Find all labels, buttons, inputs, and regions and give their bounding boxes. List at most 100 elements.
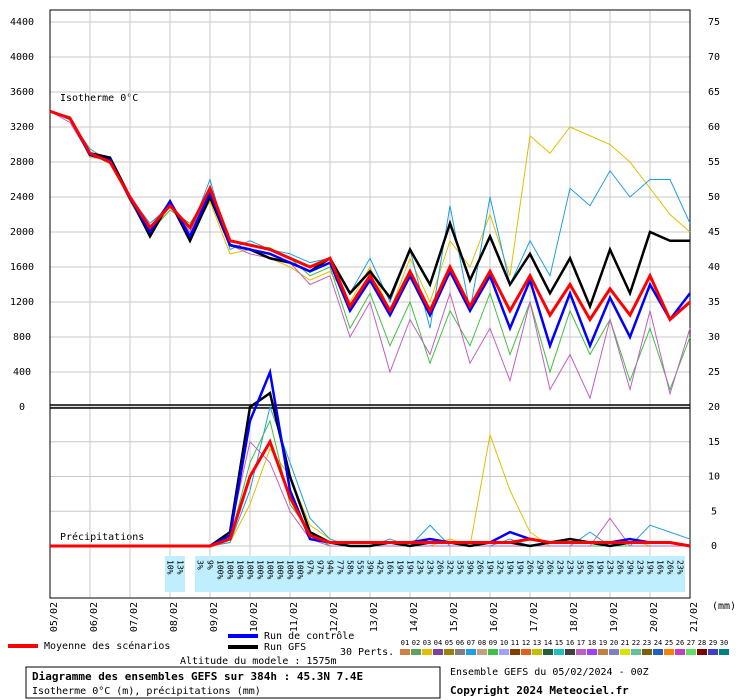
probability-label: 100%: [256, 560, 265, 579]
pert-legend-swatch: [708, 649, 718, 655]
pert-legend-swatch: [521, 649, 531, 655]
y2-tick-label: 50: [708, 192, 720, 203]
probability-label: 16%: [386, 560, 395, 575]
pert-legend-label: 13: [533, 639, 541, 647]
pert-legend-label: 14: [544, 639, 552, 647]
probability-cell: [225, 556, 235, 592]
precip-tick-label: 0: [711, 541, 717, 552]
probability-cell: [445, 556, 455, 592]
pert-legend-swatch: [620, 649, 630, 655]
probability-label: 19%: [516, 560, 525, 575]
probability-label: 32%: [496, 560, 505, 575]
pert-legend-label: 02: [412, 639, 420, 647]
pert-legend-label: 01: [401, 639, 409, 647]
pert-legend-swatch: [609, 649, 619, 655]
pert-legend-label: 06: [456, 639, 464, 647]
pert-legend-label: 05: [445, 639, 453, 647]
probability-cell: [475, 556, 485, 592]
y2-tick-label: 45: [708, 227, 720, 238]
pert-legend-swatch: [719, 649, 729, 655]
y2-tick-label: 60: [708, 122, 720, 133]
footer-subtitle: Isotherme 0°C (m), précipitations (mm): [32, 685, 261, 697]
y2-tick-label: 35: [708, 297, 720, 308]
pert-legend-swatch: [565, 649, 575, 655]
probability-label: 42%: [376, 560, 385, 575]
pert-legend-swatch: [554, 649, 564, 655]
probability-cell: [315, 556, 325, 592]
probability-cell: [335, 556, 345, 592]
y-tick-label: 4400: [10, 17, 34, 28]
x-tick-label: 16/02: [489, 602, 500, 632]
pert-legend-label: 09: [489, 639, 497, 647]
probability-label: 100%: [246, 560, 255, 579]
probability-label: 29%: [536, 560, 545, 575]
probability-cell: [555, 556, 565, 592]
series-line: [49, 110, 691, 329]
perts-title: 30 Perts.: [340, 647, 394, 658]
y2-tick-label: 30: [708, 332, 720, 343]
y2-tick-label: 25: [708, 367, 720, 378]
pert-legend-swatch: [543, 649, 553, 655]
probability-label: 19%: [506, 560, 515, 575]
x-tick-label: 08/02: [169, 602, 180, 632]
probability-label: 55%: [356, 560, 365, 575]
y2-tick-label: 55: [708, 157, 720, 168]
probability-label: 23%: [426, 560, 435, 575]
pert-legend-label: 04: [434, 639, 442, 647]
probability-cell: [405, 556, 415, 592]
probability-label: 26%: [666, 560, 675, 575]
y2-tick-label: 40: [708, 262, 720, 273]
pert-legend-swatch: [686, 649, 696, 655]
legend-label: Run de contrôle: [264, 630, 354, 642]
pert-legend-label: 23: [643, 639, 651, 647]
probability-cell: [665, 556, 675, 592]
x-tick-label: 15/02: [449, 602, 460, 632]
probability-cell: [325, 556, 335, 592]
y2-tick-label: 70: [708, 52, 720, 63]
footer-box: [25, 666, 441, 699]
y-tick-label: 2800: [10, 157, 34, 168]
probability-label: 23%: [566, 560, 575, 575]
x-tick-label: 13/02: [369, 602, 380, 632]
probability-label: 97%: [306, 560, 315, 575]
probability-label: 23%: [636, 560, 645, 575]
probability-cell: [275, 556, 285, 592]
pert-legend-swatch: [499, 649, 509, 655]
altitude: Altitude du modele : 1575m: [180, 656, 337, 667]
precip-unit: (mm): [712, 601, 736, 612]
x-tick-label: 14/02: [409, 602, 420, 632]
y2-tick-label: 75: [708, 17, 720, 28]
pert-legend-label: 11: [511, 639, 519, 647]
pert-legend-swatch: [587, 649, 597, 655]
probability-cell: [615, 556, 625, 592]
probability-cell: [515, 556, 525, 592]
probability-label: 23%: [606, 560, 615, 575]
probability-cell: [605, 556, 615, 592]
probability-cell: [345, 556, 355, 592]
probability-cell: [395, 556, 405, 592]
probability-label: 26%: [476, 560, 485, 575]
probability-label: 100%: [236, 560, 245, 579]
y-tick-label: 2400: [10, 192, 34, 203]
probability-cell: [175, 556, 185, 592]
probability-cell: [525, 556, 535, 592]
probability-cell: [265, 556, 275, 592]
probability-label: 26%: [526, 560, 535, 575]
pert-legend-label: 18: [588, 639, 596, 647]
probability-label: 16%: [586, 560, 595, 575]
pert-legend-swatch: [466, 649, 476, 655]
probability-label: 94%: [326, 560, 335, 575]
legend-label: Run GFS: [264, 642, 306, 653]
x-tick-label: 09/02: [209, 602, 220, 632]
probability-cell: [625, 556, 635, 592]
y-tick-label: 4000: [10, 52, 34, 63]
y2-tick-label: 65: [708, 87, 720, 98]
probability-cell: [285, 556, 295, 592]
pert-legend-swatch: [598, 649, 608, 655]
probability-label: 100%: [276, 560, 285, 579]
probability-label: 23%: [556, 560, 565, 575]
probability-label: 35%: [576, 560, 585, 575]
x-tick-label: 10/02: [249, 602, 260, 632]
pert-legend-label: 12: [522, 639, 530, 647]
probability-label: 16%: [656, 560, 665, 575]
